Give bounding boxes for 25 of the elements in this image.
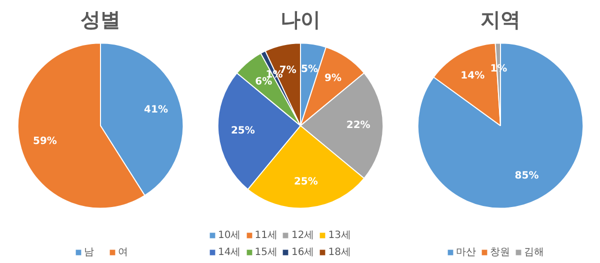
legend-label: 창원 bbox=[490, 246, 510, 259]
data-label: 5% bbox=[301, 64, 318, 76]
legend-label: 11세 bbox=[254, 229, 278, 242]
legend-label: 10세 bbox=[218, 229, 241, 242]
data-label: 14% bbox=[460, 70, 485, 82]
data-label: 25% bbox=[294, 176, 318, 188]
data-label: 9% bbox=[324, 73, 342, 84]
data-label: 59% bbox=[33, 136, 57, 148]
legend-label: 마산 bbox=[456, 246, 476, 259]
data-label: 41% bbox=[144, 104, 168, 116]
legend-label: 12세 bbox=[291, 229, 314, 242]
chart-title: 나이 bbox=[280, 8, 320, 32]
chart-title: 성별 bbox=[80, 8, 120, 32]
data-label: 85% bbox=[514, 170, 539, 182]
chart-title: 지역 bbox=[480, 8, 520, 32]
legend-label: 15세 bbox=[254, 246, 278, 259]
legend-label: 김해 bbox=[524, 246, 544, 259]
legend-label: 13세 bbox=[328, 229, 351, 242]
legend-label: 여 bbox=[118, 246, 129, 259]
legend-label: 남 bbox=[84, 246, 95, 259]
data-label: 22% bbox=[346, 120, 370, 132]
data-label: 25% bbox=[230, 126, 255, 137]
legend-label: 18세 bbox=[328, 246, 351, 259]
legend-label: 14세 bbox=[218, 246, 241, 259]
legend-label: 16세 bbox=[291, 246, 314, 259]
